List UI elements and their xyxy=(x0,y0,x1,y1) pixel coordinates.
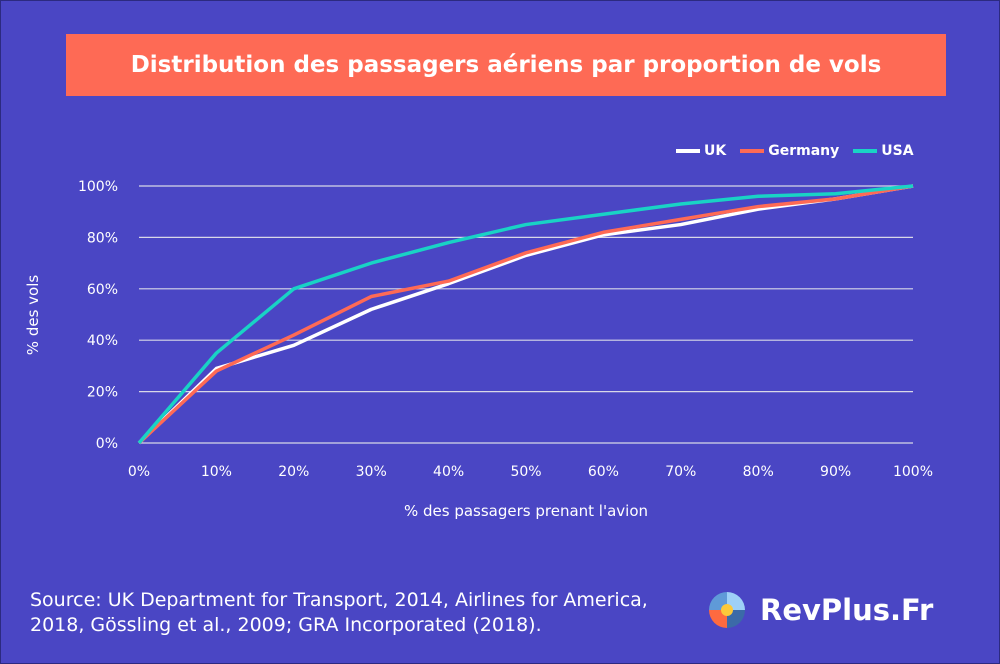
series-line-germany xyxy=(137,184,914,445)
y-tick-label: 80% xyxy=(87,230,118,246)
x-tick-label: 20% xyxy=(278,464,309,480)
x-tick-label: 30% xyxy=(356,464,387,480)
y-tick-label: 20% xyxy=(87,385,118,401)
x-tick-label: 40% xyxy=(433,464,464,480)
y-tick-label: 60% xyxy=(87,282,118,298)
x-tick-label: 80% xyxy=(743,464,774,480)
legend-swatch xyxy=(853,149,878,153)
legend-item-usa: USA xyxy=(853,143,914,159)
y-tick-label: 100% xyxy=(78,179,118,195)
legend-item-uk: UK xyxy=(676,143,726,159)
title-banner: Distribution des passagers aériens par p… xyxy=(66,34,946,96)
x-tick-label: 10% xyxy=(201,464,232,480)
x-tick-label: 50% xyxy=(510,464,541,480)
source-note: Source: UK Department for Transport, 201… xyxy=(30,589,648,636)
legend-swatch xyxy=(676,149,700,153)
y-tick-label: 0% xyxy=(96,436,118,452)
x-axis-label: % des passagers prenant l'avion xyxy=(404,502,648,520)
legend-swatch xyxy=(740,149,765,153)
x-tick-label: 0% xyxy=(128,464,150,480)
x-tick-label: 90% xyxy=(820,464,851,480)
legend-item-germany: Germany xyxy=(740,143,839,159)
legend-label: Germany xyxy=(768,143,840,159)
x-tick-label: 70% xyxy=(665,464,696,480)
series-line-usa xyxy=(137,184,914,445)
y-tick-label: 40% xyxy=(87,333,118,349)
x-tick-label: 60% xyxy=(588,464,619,480)
chart-title: Distribution des passagers aériens par p… xyxy=(130,52,882,78)
legend-label: USA xyxy=(881,143,914,159)
brand: RevPlus.Fr xyxy=(708,591,933,629)
y-axis-label: % des vols xyxy=(24,275,42,356)
x-tick-label: 100% xyxy=(893,464,933,480)
brand-name: RevPlus.Fr xyxy=(760,593,934,627)
legend-label: UK xyxy=(704,143,727,159)
legend: UK Germany USA xyxy=(676,143,914,159)
revplus-logo-icon xyxy=(709,592,745,628)
